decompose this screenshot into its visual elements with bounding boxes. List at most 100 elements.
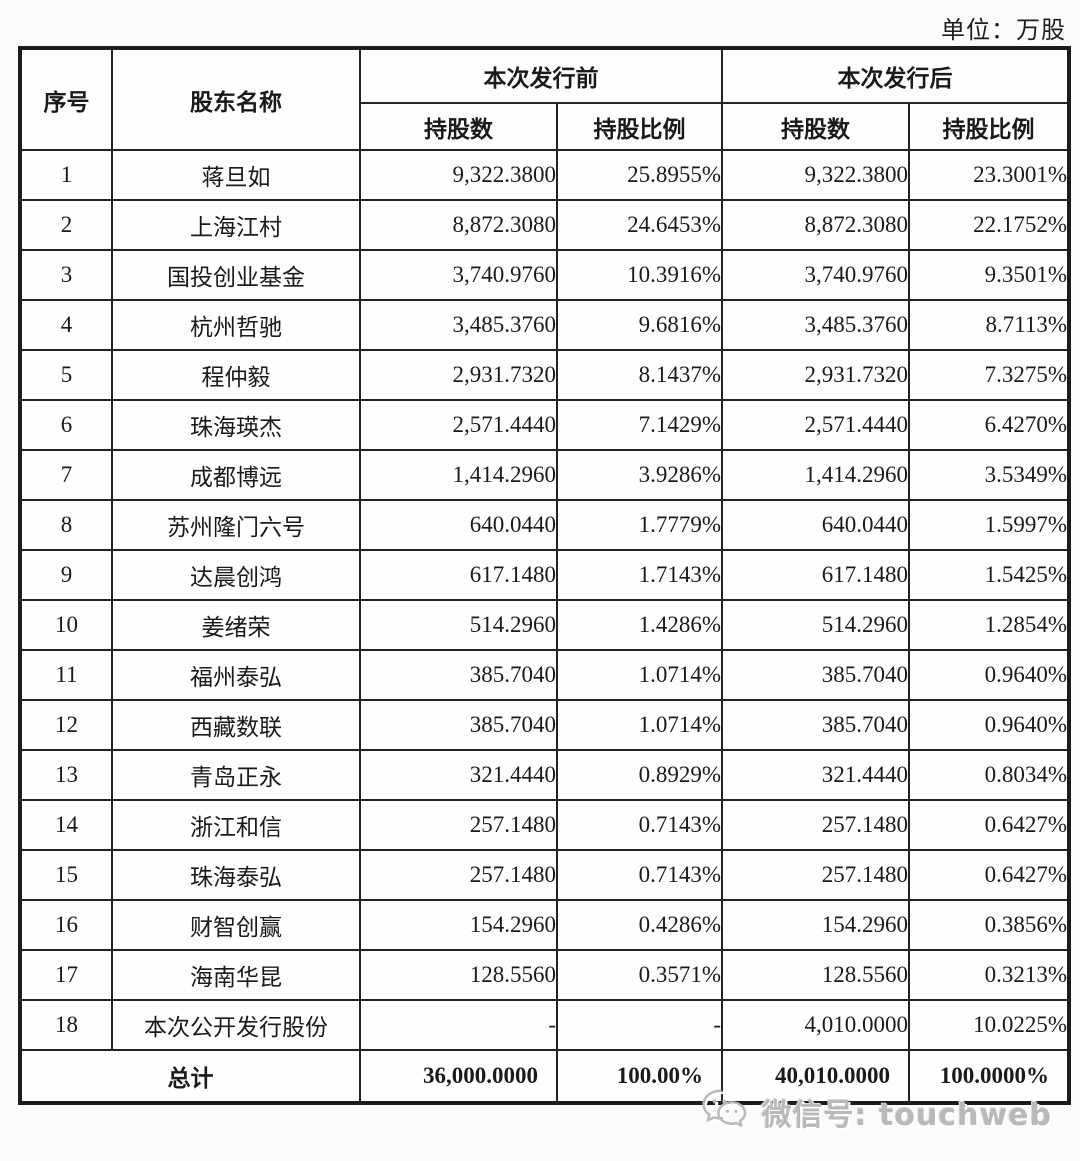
shareholder-name: 青岛正永 (111, 749, 361, 801)
table-row: 8 苏州隆门六号 640.0440 1.7779% 640.0440 1.5997% (19, 499, 1070, 551)
row-index: 2 (19, 199, 113, 251)
total-post-ratio: 100.0000% (908, 1049, 1070, 1104)
post-shares-value: 3,485.3760 (721, 299, 910, 351)
header-index: 序号 (19, 47, 113, 151)
pre-shares-value: 640.0440 (359, 499, 558, 551)
row-index: 18 (19, 999, 113, 1051)
row-index: 11 (19, 649, 113, 701)
pre-shares-value: 514.2960 (359, 599, 558, 651)
row-index: 1 (19, 149, 113, 201)
shareholder-name: 成都博远 (111, 449, 361, 501)
header-pre-shares: 持股数 (359, 102, 558, 151)
post-ratio-value: 0.9640% (908, 699, 1070, 751)
pre-ratio-value: 24.6453% (556, 199, 723, 251)
post-shares-value: 617.1480 (721, 549, 910, 601)
header-shareholder-name: 股东名称 (111, 47, 361, 151)
pre-shares-value: 2,571.4440 (359, 399, 558, 451)
row-index: 15 (19, 849, 113, 901)
post-shares-value: 321.4440 (721, 749, 910, 801)
shareholder-name: 财智创赢 (111, 899, 361, 951)
pre-ratio-value: 25.8955% (556, 149, 723, 201)
post-shares-value: 2,931.7320 (721, 349, 910, 401)
row-index: 14 (19, 799, 113, 851)
post-ratio-value: 1.5997% (908, 499, 1070, 551)
row-index: 13 (19, 749, 113, 801)
post-shares-value: 4,010.0000 (721, 999, 910, 1051)
post-shares-value: 385.7040 (721, 649, 910, 701)
post-shares-value: 257.1480 (721, 849, 910, 901)
pre-shares-value: 8,872.3080 (359, 199, 558, 251)
pre-ratio-value: 1.7143% (556, 549, 723, 601)
pre-shares-value: 321.4440 (359, 749, 558, 801)
shareholder-name: 姜绪荣 (111, 599, 361, 651)
table-row: 13 青岛正永 321.4440 0.8929% 321.4440 0.8034% (19, 749, 1070, 801)
post-shares-value: 2,571.4440 (721, 399, 910, 451)
pre-shares-value: 154.2960 (359, 899, 558, 951)
table-row: 14 浙江和信 257.1480 0.7143% 257.1480 0.6427% (19, 799, 1070, 851)
pre-shares-value: 2,931.7320 (359, 349, 558, 401)
header-after-issue-group: 本次发行后 (721, 47, 1070, 104)
total-pre-shares: 36,000.0000 (359, 1049, 558, 1104)
shareholder-name: 珠海瑛杰 (111, 399, 361, 451)
header-post-shares: 持股数 (721, 102, 910, 151)
post-ratio-value: 0.6427% (908, 799, 1070, 851)
table-row: 12 西藏数联 385.7040 1.0714% 385.7040 0.9640% (19, 699, 1070, 751)
pre-shares-value: 617.1480 (359, 549, 558, 601)
total-post-shares: 40,010.0000 (721, 1049, 910, 1104)
post-shares-value: 1,414.2960 (721, 449, 910, 501)
row-index: 12 (19, 699, 113, 751)
table-row: 1 蒋旦如 9,322.3800 25.8955% 9,322.3800 23.3001% (19, 149, 1070, 201)
shareholder-name: 国投创业基金 (111, 249, 361, 301)
post-shares-value: 154.2960 (721, 899, 910, 951)
shareholder-name: 上海江村 (111, 199, 361, 251)
pre-shares-value: 3,485.3760 (359, 299, 558, 351)
shareholder-name: 苏州隆门六号 (111, 499, 361, 551)
post-ratio-value: 0.8034% (908, 749, 1070, 801)
table-row: 2 上海江村 8,872.3080 24.6453% 8,872.3080 22.1752… (19, 199, 1070, 251)
row-index: 17 (19, 949, 113, 1001)
table-body: 1 蒋旦如 9,322.3800 25.8955% 9,322.3800 23.3001%… (19, 149, 1070, 1051)
post-ratio-value: 6.4270% (908, 399, 1070, 451)
table-header: 序号 股东名称 本次发行前 本次发行后 持股数 持股比例 持股数 持股比例 (19, 47, 1070, 151)
post-shares-value: 9,322.3800 (721, 149, 910, 201)
post-shares-value: 3,740.9760 (721, 249, 910, 301)
table-row: 3 国投创业基金 3,740.9760 10.3916% 3,740.9760 9.350… (19, 249, 1070, 301)
total-row: 总计 36,000.0000 100.00% 40,010.0000 100.0… (19, 1049, 1070, 1104)
table-row: 5 程仲毅 2,931.7320 8.1437% 2,931.7320 7.3275% (19, 349, 1070, 401)
post-shares-value: 640.0440 (721, 499, 910, 551)
pre-ratio-value: 3.9286% (556, 449, 723, 501)
total-pre-ratio: 100.00% (556, 1049, 723, 1104)
table-row: 11 福州泰弘 385.7040 1.0714% 385.7040 0.9640% (19, 649, 1070, 701)
header-before-issue-group: 本次发行前 (359, 47, 723, 104)
unit-label: 单位：万股 (941, 18, 1066, 44)
pre-shares-value: - (359, 999, 558, 1051)
post-shares-value: 128.5560 (721, 949, 910, 1001)
post-ratio-value: 23.3001% (908, 149, 1070, 201)
row-index: 5 (19, 349, 113, 401)
row-index: 16 (19, 899, 113, 951)
row-index: 10 (19, 599, 113, 651)
table-row: 6 珠海瑛杰 2,571.4440 7.1429% 2,571.4440 6.4270% (19, 399, 1070, 451)
post-ratio-value: 1.2854% (908, 599, 1070, 651)
post-ratio-value: 0.9640% (908, 649, 1070, 701)
post-ratio-value: 9.3501% (908, 249, 1070, 301)
pre-ratio-value: 1.4286% (556, 599, 723, 651)
pre-ratio-value: 0.3571% (556, 949, 723, 1001)
pre-ratio-value: 0.4286% (556, 899, 723, 951)
header-post-ratio: 持股比例 (908, 102, 1070, 151)
post-ratio-value: 0.6427% (908, 849, 1070, 901)
table-row: 7 成都博远 1,414.2960 3.9286% 1,414.2960 3.5349% (19, 449, 1070, 501)
table-row: 9 达晨创鸿 617.1480 1.7143% 617.1480 1.5425% (19, 549, 1070, 601)
pre-shares-value: 1,414.2960 (359, 449, 558, 501)
post-ratio-value: 8.7113% (908, 299, 1070, 351)
shareholder-name: 程仲毅 (111, 349, 361, 401)
table-row: 15 珠海泰弘 257.1480 0.7143% 257.1480 0.6427% (19, 849, 1070, 901)
pre-ratio-value: 1.0714% (556, 699, 723, 751)
row-index: 7 (19, 449, 113, 501)
total-label: 总计 (19, 1049, 361, 1104)
post-ratio-value: 22.1752% (908, 199, 1070, 251)
pre-ratio-value: 8.1437% (556, 349, 723, 401)
shareholder-name: 西藏数联 (111, 699, 361, 751)
pre-shares-value: 257.1480 (359, 849, 558, 901)
pre-shares-value: 385.7040 (359, 649, 558, 701)
